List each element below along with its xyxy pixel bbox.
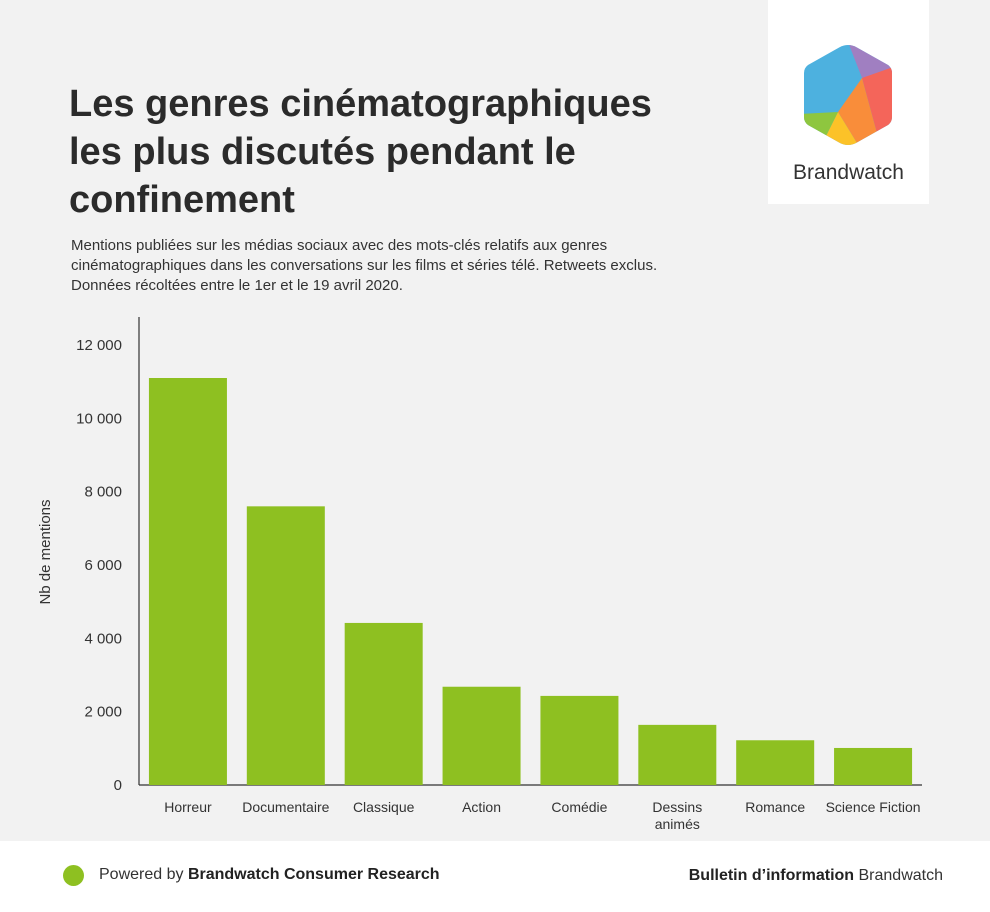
x-tick-label-line: Romance [745, 799, 805, 815]
x-tick-label-line: Dessins [652, 799, 702, 815]
bar [148, 378, 227, 785]
brand-name: Brandwatch [793, 161, 904, 184]
bar [246, 506, 325, 785]
bar [736, 740, 815, 785]
y-tick-label: 12 000 [76, 337, 122, 354]
y-tick-label: 6 000 [84, 557, 122, 574]
y-tick-label: 8 000 [84, 484, 122, 501]
powered-brand: Brandwatch Consumer Research [187, 866, 440, 883]
x-tick-label: Romance [745, 799, 805, 815]
x-tick-label: Horreur [164, 799, 212, 815]
x-tick-label: Science Fiction [826, 799, 921, 815]
x-tick-label: Classique [353, 799, 415, 815]
x-tick-label: Documentaire [242, 799, 329, 815]
bar [344, 622, 423, 785]
x-tick-label: Action [462, 799, 501, 815]
y-axis-label: Nb de mentions [37, 499, 54, 604]
brand-hexagon-icon [804, 45, 892, 145]
x-tick-label-line: Documentaire [242, 799, 329, 815]
x-tick-label-line: Comédie [551, 799, 607, 815]
powered-by-text: Powered by Brandwatch Consumer Research [99, 866, 440, 884]
y-tick-label: 4 000 [84, 630, 122, 647]
chart-title: Les genres cinématographiques les plus d… [69, 83, 652, 221]
footer: Powered by Brandwatch Consumer Research … [0, 841, 990, 912]
bar [638, 724, 717, 785]
x-tick-label-line: animés [655, 816, 700, 832]
bar-chart: 0 2 000 4 000 6 000 8 000 10 000 12 000 Nb de m… [37, 317, 922, 832]
bulletin-text: Bulletin d’information Brandwatch [689, 867, 943, 885]
x-tick-label: Comédie [551, 799, 607, 815]
y-tick-label: 2 000 [84, 704, 122, 721]
bar [442, 686, 521, 785]
bulletin-rest: Brandwatch [854, 867, 944, 884]
x-tick-label-line: Horreur [164, 799, 212, 815]
bar [540, 695, 619, 785]
bar [834, 747, 913, 785]
y-tick-label: 10 000 [76, 410, 122, 427]
green-dot-icon [63, 865, 84, 886]
x-tick-label-line: Action [462, 799, 501, 815]
x-tick-label-line: Science Fiction [826, 799, 921, 815]
y-tick-label: 0 [114, 777, 122, 794]
bulletin-bold: Bulletin d’information [688, 867, 855, 884]
powered-prefix: Powered by [99, 866, 188, 883]
chart-subtitle: Mentions publiées sur les médias sociaux… [71, 237, 658, 294]
brand-logo-card: Brandwatch [768, 0, 929, 204]
x-tick-label-line: Classique [353, 799, 415, 815]
x-tick-label: Dessins animés [652, 799, 702, 832]
